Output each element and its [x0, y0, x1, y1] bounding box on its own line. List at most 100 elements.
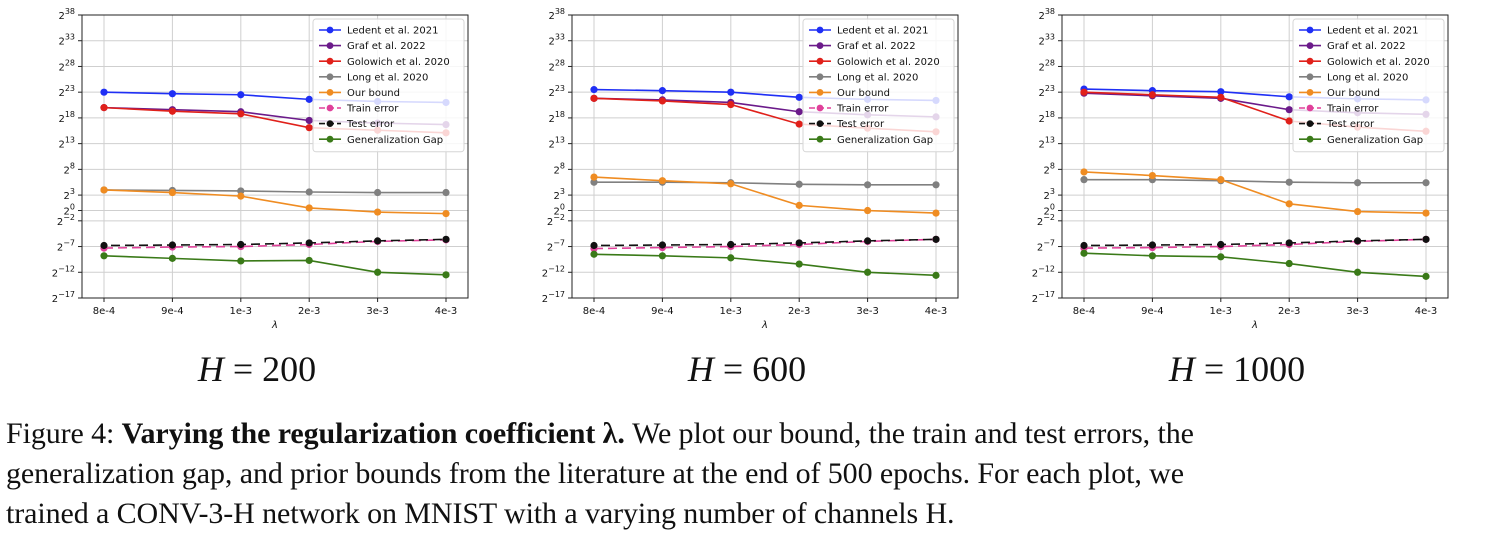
x-tick-label: 1e-3: [1210, 306, 1233, 317]
series-line-long-et-al-2020: [103, 189, 446, 194]
series-line-train-error: [103, 239, 447, 249]
series-line-long-et-al-2020: [594, 181, 936, 186]
y-tick-label: 20: [554, 203, 565, 218]
legend-label-golowich-et-al-2020: Golowich et al. 2020: [837, 57, 940, 68]
series-line-test-error: [593, 238, 937, 247]
y-tick-exponent: 8: [560, 161, 565, 170]
data-point-long-et-al-2020: [305, 188, 313, 196]
plot-frame: [81, 14, 469, 299]
data-point-test-error: [932, 235, 940, 243]
legend-label-ledent-et-al-2021: Ledent et al. 2021: [1327, 26, 1418, 37]
legend-marker-graf-et-al-2022: [816, 42, 824, 49]
data-point-ledent-et-al-2021: [590, 86, 598, 94]
data-point-long-et-al-2020: [1422, 179, 1430, 187]
panel-label-value: = 600: [713, 349, 807, 389]
y-tick-label: 233: [58, 33, 75, 48]
data-point-test-error: [168, 241, 176, 249]
x-tick-label: 4e-3: [435, 306, 458, 317]
data-point-golowich-et-al-2020: [100, 104, 108, 112]
data-point-long-et-al-2020: [374, 188, 382, 197]
data-point-generalization-gap: [1354, 268, 1362, 276]
data-point-golowich-et-al-2020: [237, 110, 245, 118]
data-point-generalization-gap: [168, 254, 176, 262]
data-point-our-bound: [1217, 176, 1225, 184]
panel-label-variable: H: [1168, 349, 1195, 389]
data-point-test-error: [795, 239, 803, 247]
data-point-ledent-et-al-2021: [1285, 93, 1293, 101]
legend-label-test-error: Test error: [1326, 119, 1375, 130]
y-tick-exponent: −17: [1038, 290, 1055, 299]
data-point-generalization-gap: [305, 256, 313, 265]
data-point-test-error: [374, 237, 382, 245]
x-tick-label: 9e-4: [651, 306, 674, 317]
legend-label-train-error: Train error: [346, 104, 399, 115]
legend-label-train-error: Train error: [836, 104, 889, 115]
data-point-long-et-al-2020: [1080, 176, 1088, 184]
data-point-test-error: [1080, 241, 1088, 250]
series-line-generalization-gap: [103, 255, 447, 276]
data-point-test-error: [1217, 240, 1225, 249]
legend-marker-ledent-et-al-2021: [816, 26, 824, 34]
y-tick-label: 218: [58, 110, 75, 125]
y-tick-label: 238: [1038, 7, 1055, 22]
panel-label-value: = 1000: [1194, 349, 1306, 389]
data-point-ledent-et-al-2021: [168, 90, 176, 98]
chart-h600: 2−172−122−72−22023282132182232282332388e…: [542, 7, 959, 331]
y-tick-exponent: 8: [1050, 161, 1055, 170]
legend-label-graf-et-al-2022: Graf et al. 2022: [837, 41, 916, 52]
data-point-test-error: [590, 241, 598, 250]
data-point-graf-et-al-2022: [305, 116, 313, 125]
series-line-our-bound: [593, 176, 937, 214]
series-line-long-et-al-2020: [1084, 178, 1426, 184]
data-point-ledent-et-al-2021: [100, 88, 108, 96]
x-tick-label: 4e-3: [925, 306, 948, 317]
plot-frame: [571, 14, 959, 299]
data-point-ledent-et-al-2021: [237, 91, 245, 99]
legend-marker-long-et-al-2020: [816, 73, 824, 81]
y-tick-exponent: 13: [555, 136, 565, 145]
legend-marker-our-bound: [326, 89, 334, 96]
data-point-our-bound: [932, 209, 940, 217]
data-point-golowich-et-al-2020: [1217, 93, 1225, 101]
legend-marker-generalization-gap: [326, 135, 334, 143]
legend-box: [1292, 18, 1445, 153]
y-tick-label: 2−7: [1037, 239, 1055, 254]
y-tick-exponent: 33: [555, 33, 565, 42]
series-our-bound: [100, 186, 450, 218]
series-line-our-bound: [103, 189, 447, 215]
y-tick-exponent: −2: [1043, 213, 1055, 222]
data-point-test-error: [1354, 237, 1362, 245]
legend-label-ledent-et-al-2021: Ledent et al. 2021: [837, 26, 928, 37]
legend-label-test-error: Test error: [346, 119, 395, 130]
y-tick-exponent: 13: [65, 136, 75, 145]
data-point-ledent-et-al-2021: [305, 95, 313, 103]
series-test-error: [100, 235, 450, 250]
series-line-test-error: [103, 238, 447, 247]
data-point-long-et-al-2020: [1285, 178, 1293, 186]
legend-marker-long-et-al-2020: [326, 73, 334, 81]
legend-marker-graf-et-al-2022: [1306, 42, 1314, 49]
series-generalization-gap: [100, 252, 450, 279]
y-tick-label: 228: [1038, 58, 1055, 73]
y-tick-exponent: 13: [1045, 136, 1055, 145]
series-line-generalization-gap: [1083, 252, 1427, 278]
data-point-generalization-gap: [795, 260, 803, 268]
x-tick-label: 1e-3: [230, 306, 253, 317]
chart-panel-h200: 2−17 2−12 2−7 2−2 20 23 28 213 218 223 228 233 238 8e…: [22, 0, 492, 395]
y-tick-label: 2−7: [547, 239, 565, 254]
y-tick-exponent: 3: [1050, 187, 1055, 196]
y-tick-exponent: 23: [65, 84, 75, 93]
y-tick-exponent: 0: [560, 203, 565, 212]
y-tick-label: 2−12: [542, 264, 565, 279]
data-point-our-bound: [305, 204, 313, 212]
data-point-test-error: [1285, 239, 1293, 247]
x-tick-label: 9e-4: [1141, 306, 1164, 317]
caption-text-1: We plot our bound, the train and test er…: [632, 417, 1194, 450]
caption-line-3: trained a CONV-3-H network on MNIST with…: [6, 497, 955, 530]
data-point-our-bound: [864, 206, 872, 215]
caption-line-1: Figure 4: Varying the regularization coe…: [6, 414, 1494, 454]
data-point-long-et-al-2020: [795, 180, 803, 188]
legend-marker-generalization-gap: [1306, 135, 1314, 143]
x-tick-label: 3e-3: [1346, 306, 1369, 317]
